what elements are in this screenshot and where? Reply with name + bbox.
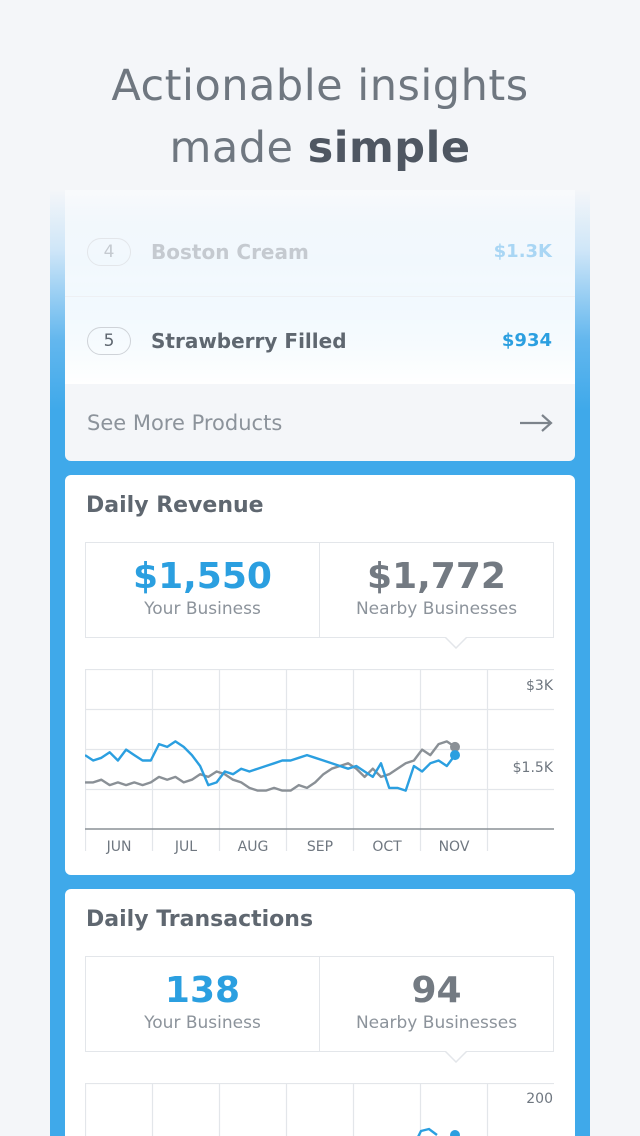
selection-pointer xyxy=(445,637,467,649)
comparison-box: 138 Your Business 94 Nearby Businesses xyxy=(85,956,554,1052)
x-tick-label: AUG xyxy=(238,839,269,855)
revenue-line-chart[interactable]: JUN JUL AUG SEP OCT NOV $3K $1.5K xyxy=(85,669,555,855)
top-products-card: 4 Boston Cream $1.3K 5 Strawberry Filled… xyxy=(65,190,575,461)
series-line xyxy=(85,740,456,792)
y-tick-label: 200 xyxy=(526,1091,553,1107)
product-row[interactable]: 5 Strawberry Filled $934 xyxy=(65,297,575,384)
x-tick-label: OCT xyxy=(372,839,402,855)
series-end-dot xyxy=(450,750,460,761)
product-name: Boston Cream xyxy=(151,239,309,264)
stat-value: 138 xyxy=(164,970,241,1011)
product-name: Strawberry Filled xyxy=(151,328,347,353)
series-end-dot xyxy=(450,741,460,752)
transactions-line-chart[interactable]: 200 xyxy=(85,1083,555,1136)
product-value: $1.3K xyxy=(493,241,552,262)
daily-revenue-card: Daily Revenue $1,550 Your Business $1,77… xyxy=(65,475,575,875)
stat-value: $1,550 xyxy=(133,556,272,597)
stat-caption: Your Business xyxy=(144,1013,261,1033)
x-tick-label: NOV xyxy=(439,839,470,855)
your-business-stat[interactable]: 138 Your Business xyxy=(86,957,319,1051)
nearby-businesses-stat[interactable]: $1,772 Nearby Businesses xyxy=(319,543,553,637)
daily-transactions-card: Daily Transactions 138 Your Business 94 … xyxy=(65,889,575,1136)
card-title: Daily Transactions xyxy=(86,907,314,932)
selection-pointer xyxy=(445,1051,467,1063)
comparison-box: $1,550 Your Business $1,772 Nearby Busin… xyxy=(85,542,554,638)
stat-caption: Your Business xyxy=(144,599,261,619)
rank-badge: 5 xyxy=(87,326,131,355)
x-tick-label: JUN xyxy=(106,839,132,855)
stat-value: $1,772 xyxy=(367,556,506,597)
y-tick-label: $1.5K xyxy=(513,760,554,776)
nearby-businesses-stat[interactable]: 94 Nearby Businesses xyxy=(319,957,553,1051)
headline: Actionable insights made simple xyxy=(0,55,640,179)
rank-badge: 4 xyxy=(87,237,131,266)
y-tick-label: $3K xyxy=(526,678,554,694)
product-row[interactable]: 4 Boston Cream $1.3K xyxy=(65,208,575,295)
series-line xyxy=(417,1127,438,1136)
card-title: Daily Revenue xyxy=(86,493,264,518)
x-tick-label: SEP xyxy=(307,839,333,855)
stat-caption: Nearby Businesses xyxy=(355,599,518,619)
product-value: $934 xyxy=(501,330,552,351)
x-tick-label: JUL xyxy=(174,839,197,855)
stat-caption: Nearby Businesses xyxy=(355,1013,518,1033)
your-business-stat[interactable]: $1,550 Your Business xyxy=(86,543,319,637)
series-line xyxy=(85,740,456,792)
stat-value: 94 xyxy=(411,970,462,1011)
headline-line-1: Actionable insights xyxy=(111,61,529,111)
arrow-right-icon xyxy=(520,413,553,432)
see-more-products-button[interactable]: See More Products xyxy=(65,384,575,461)
see-more-label: See More Products xyxy=(87,410,283,435)
series-end-dot xyxy=(450,1130,460,1136)
headline-line-2: made simple xyxy=(169,123,471,173)
